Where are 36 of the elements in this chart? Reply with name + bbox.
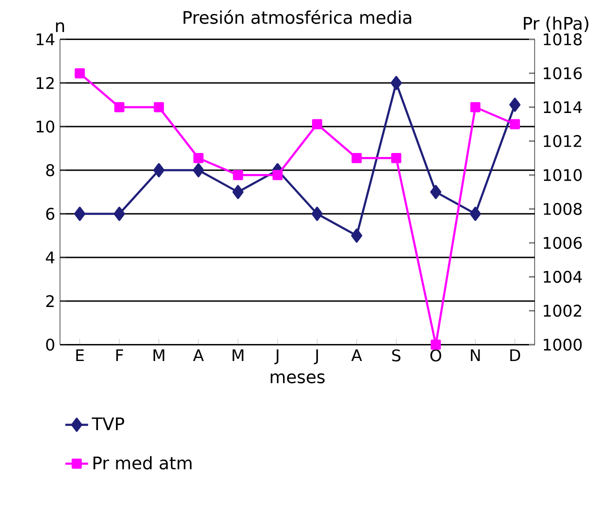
x-tick-label: A xyxy=(351,349,362,362)
chart-title: Presión atmosférica media xyxy=(184,10,412,24)
x-tick-label: F xyxy=(116,349,124,362)
x-axis-title: meses xyxy=(270,373,325,384)
x-tick-label: M xyxy=(232,349,244,362)
x-tick-label: J xyxy=(274,349,278,364)
y2-tick-label: 1006 xyxy=(544,236,582,249)
y-axis-title: n xyxy=(56,22,64,32)
y-tick-label: 8 xyxy=(46,164,54,176)
x-tick-label: S xyxy=(392,349,400,362)
y-tick-label: 6 xyxy=(46,208,54,220)
x-tick-label: M xyxy=(154,349,164,362)
y-tick-label: 12 xyxy=(36,77,54,89)
legend-label: Pr med atm xyxy=(94,456,192,470)
x-tick-label: J xyxy=(314,349,318,364)
y-tick-label: 10 xyxy=(36,120,54,133)
y2-axis-title: Pr (hPa) xyxy=(524,16,588,32)
y2-tick-label: 1018 xyxy=(544,33,582,46)
y2-tick-label: 1008 xyxy=(544,202,582,216)
y-tick-label: 2 xyxy=(46,295,54,307)
x-tick-label: D xyxy=(510,349,520,362)
x-tick-label: E xyxy=(76,349,84,362)
y-tick-label: 4 xyxy=(46,252,54,264)
y2-tick-label: 1002 xyxy=(544,304,582,317)
y2-tick-label: 1016 xyxy=(544,67,582,80)
y2-tick-label: 1010 xyxy=(544,168,582,182)
y2-tick-label: 1004 xyxy=(544,270,582,283)
x-tick-label: N xyxy=(470,349,480,362)
x-tick-label: O xyxy=(430,349,442,362)
y2-tick-label: 1000 xyxy=(544,338,582,351)
legend-label: TVP xyxy=(92,417,124,430)
y2-tick-label: 1012 xyxy=(544,135,582,148)
y-tick-label: 0 xyxy=(46,338,54,351)
x-tick-label: A xyxy=(193,349,204,362)
y-tick-label: 14 xyxy=(36,33,54,46)
y2-tick-label: 1014 xyxy=(544,101,582,114)
